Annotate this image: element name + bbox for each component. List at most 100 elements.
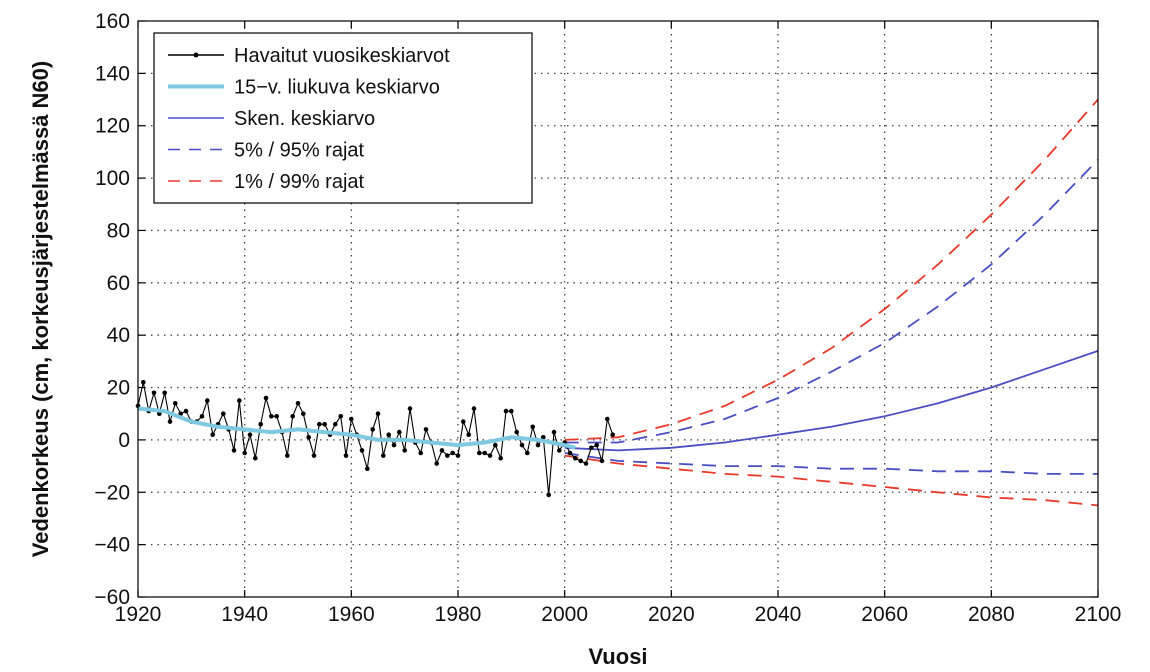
observed-point [173,401,178,406]
observed-point [503,408,509,414]
scenario-mean-line [564,350,1099,452]
observed-point [370,427,376,432]
observed-point [535,442,541,448]
x-axis-title: Vuosi [588,644,647,669]
legend: Havaitut vuosikeskiarvot 15−v. liukuva ke… [153,32,533,204]
observed-point [221,411,226,417]
observed-point [343,453,349,458]
observed-point [546,492,551,498]
observed-point [434,461,440,466]
axis-ticks: 1920 1940 1960 1980 2000 2020 2040 2060 2080 2100… [94,10,1121,626]
observed-point [375,411,381,417]
observed-point [493,442,498,448]
observed-point [167,419,173,424]
observed-point [290,414,296,419]
x-tick-label: 2020 [648,603,695,626]
x-tick-label: 2000 [541,603,588,626]
observed-point [589,445,594,451]
observed-point [285,453,290,458]
bound-95-lower-line [564,452,1098,475]
y-tick-label: −60 [94,586,130,609]
observed-point [487,453,493,458]
y-tick-label: 80 [107,219,130,242]
y-tick-label: 0 [118,429,130,452]
observed-point [301,411,306,417]
observed-point [295,401,301,406]
x-tick-label: 1920 [115,603,162,626]
observed-point [599,458,605,464]
observed-point [162,390,167,396]
y-tick-label: 100 [95,167,130,190]
observed-point [381,453,386,458]
x-tick-label: 2060 [861,603,908,626]
plot-frame [137,20,1099,598]
observed-point [610,432,615,438]
observed-point [263,395,269,401]
observed-point [471,406,477,411]
observed-point [311,453,317,458]
observed-point [210,432,215,438]
observed-point [269,414,274,419]
y-tick-label: 120 [95,115,130,138]
legend-label: 1% / 99% rajat [234,171,365,193]
legend-label: 15−v. liukuva keskiarvo [234,77,440,99]
observed-point [514,429,519,435]
observed-point [418,450,424,456]
observed-point [461,419,466,424]
y-tick-label: −40 [94,534,130,557]
observed-point [359,448,365,453]
legend-label: Sken. keskiarvo [234,108,375,130]
plot-series [135,98,1099,507]
x-tick-label: 1980 [435,603,482,626]
observed-point [551,429,557,435]
observed-point [333,421,338,427]
observed-point [482,450,488,456]
observed-point [423,427,429,432]
observed-point [205,398,210,403]
y-tick-label: 160 [95,10,130,33]
observed-point [477,450,482,456]
observed-point [141,380,146,385]
observed-point [439,448,445,453]
y-tick-label: 140 [95,62,130,85]
observed-point [573,455,578,461]
observed-point [402,448,408,453]
observed-point [306,435,312,440]
observed-point [183,408,189,414]
observed-point [231,448,237,453]
observed-point [391,442,397,448]
bound-99-upper-line [564,98,1099,441]
observed-point [237,398,242,403]
observed-point [605,416,610,422]
observed-point [407,406,413,411]
observed-point [530,424,535,430]
legend-swatch-dot [193,52,199,58]
y-axis-title: Vedenkorkeus (cm, korkeusjärjestelmässä … [28,61,53,558]
observed-point [557,448,562,453]
x-tick-label: 2040 [755,603,802,626]
observed-point [199,414,205,419]
observed-point [519,442,525,448]
legend-label: 5% / 95% rajat [234,140,365,162]
y-tick-label: −20 [94,481,130,504]
observed-point [349,416,354,422]
observed-point [247,432,253,438]
observed-point [455,453,461,458]
x-tick-label: 2080 [968,603,1015,626]
observed-point [509,408,514,414]
observed-point [258,421,264,427]
y-tick-label: 20 [107,377,130,400]
observed-point [253,455,258,461]
observed-point [594,442,599,448]
observed-point [365,466,370,472]
observed-point [386,432,392,438]
observed-point [525,450,530,456]
x-tick-label: 1960 [328,603,375,626]
legend-label: Havaitut vuosikeskiarvot [234,45,450,67]
observed-point [567,450,573,456]
observed-point [445,453,450,458]
observed-point [466,432,472,438]
observed-point [338,414,344,419]
observed-point [450,450,456,456]
